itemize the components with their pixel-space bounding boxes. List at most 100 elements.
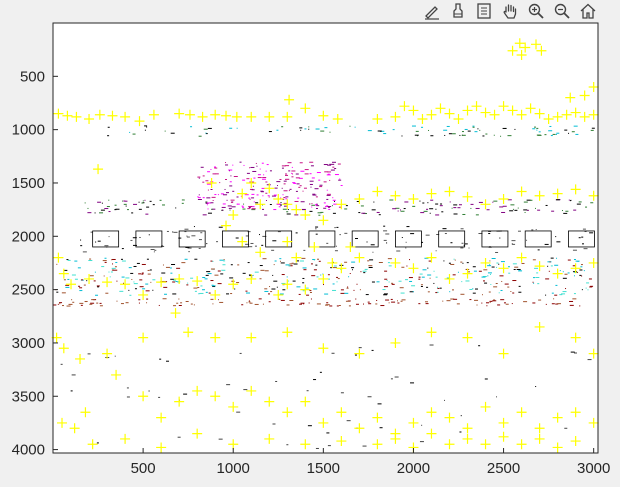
texture-pixel xyxy=(269,170,272,172)
texture-pixel xyxy=(59,303,61,305)
plus-marker xyxy=(183,327,194,338)
plus-marker xyxy=(156,412,167,423)
texture-pixel xyxy=(264,290,269,292)
plus-marker xyxy=(426,327,437,338)
texture-pixel xyxy=(410,382,415,384)
texture-pixel xyxy=(340,292,345,294)
texture-pixel xyxy=(279,178,282,180)
texture-pixel xyxy=(391,301,396,303)
texture-pixel xyxy=(95,294,99,296)
texture-pixel xyxy=(299,162,303,164)
texture-pixel xyxy=(205,201,208,203)
texture-pixel xyxy=(376,211,380,213)
plus-marker xyxy=(408,105,419,116)
texture-pixel xyxy=(412,205,416,207)
zoom-out-button[interactable] xyxy=(550,0,574,22)
texture-pixel xyxy=(104,261,107,263)
texture-pixel xyxy=(499,237,501,239)
texture-pixel xyxy=(230,264,233,266)
texture-pixel xyxy=(246,292,251,294)
y-tick-label: 500 xyxy=(20,68,45,85)
texture-pixel xyxy=(397,302,400,304)
zoom-in-button[interactable] xyxy=(524,0,548,22)
texture-pixel xyxy=(265,181,268,183)
texture-pixel xyxy=(484,378,488,380)
texture-pixel xyxy=(80,245,83,247)
texture-pixel xyxy=(474,299,479,301)
texture-pixel xyxy=(365,294,369,296)
texture-pixel xyxy=(422,202,425,204)
texture-pixel xyxy=(418,276,421,278)
texture-pixel xyxy=(162,298,167,300)
texture-pixel xyxy=(572,249,577,251)
texture-pixel xyxy=(231,206,236,208)
pan-button[interactable] xyxy=(498,0,522,22)
plus-marker xyxy=(552,442,563,453)
texture-pixel xyxy=(79,287,83,289)
texture-pixel xyxy=(126,209,129,211)
texture-window xyxy=(222,230,249,248)
x-tick-label: 1000 xyxy=(217,460,250,477)
data-cursor-button[interactable] xyxy=(446,0,470,22)
plus-marker xyxy=(231,111,242,122)
texture-pixel xyxy=(312,194,317,196)
texture-pixel xyxy=(138,302,140,304)
plus-marker xyxy=(480,257,491,268)
texture-pixel xyxy=(326,189,328,191)
texture-pixel xyxy=(583,270,585,272)
plus-marker xyxy=(408,263,419,274)
plus-marker xyxy=(534,108,545,119)
texture-pixel xyxy=(225,164,229,166)
texture-pixel xyxy=(366,241,368,243)
texture-pixel xyxy=(144,125,148,127)
texture-pixel xyxy=(302,277,305,279)
plus-marker xyxy=(570,184,581,195)
plus-marker xyxy=(507,45,518,56)
export-button[interactable] xyxy=(472,0,496,22)
plus-marker xyxy=(300,209,311,220)
texture-pixel xyxy=(565,288,567,290)
texture-pixel xyxy=(283,197,286,199)
plus-marker xyxy=(579,90,590,101)
texture-pixel xyxy=(573,125,578,127)
texture-pixel xyxy=(131,278,133,280)
texture-window xyxy=(481,230,509,248)
texture-pixel xyxy=(514,266,519,268)
texture-pixel xyxy=(222,264,226,266)
plus-marker xyxy=(300,396,311,407)
texture-pixel xyxy=(286,304,290,306)
texture-pixel xyxy=(534,267,539,269)
texture-pixel xyxy=(219,301,224,303)
texture-pixel xyxy=(261,162,264,164)
texture-pixel xyxy=(150,249,155,251)
texture-pixel xyxy=(387,262,390,264)
texture-pixel xyxy=(187,282,189,284)
texture-pixel xyxy=(114,355,116,357)
y-tick-label: 2000 xyxy=(12,228,45,245)
texture-pixel xyxy=(418,278,421,280)
texture-pixel xyxy=(388,265,392,267)
texture-pixel xyxy=(298,186,301,188)
texture-pixel xyxy=(390,378,393,380)
texture-pixel xyxy=(421,424,423,426)
texture-pixel xyxy=(221,269,226,271)
texture-pixel xyxy=(493,286,498,288)
texture-pixel xyxy=(433,270,435,272)
texture-pixel xyxy=(422,269,427,271)
texture-pixel xyxy=(326,432,330,434)
texture-pixel xyxy=(330,169,335,171)
plus-marker xyxy=(354,423,365,434)
texture-pixel xyxy=(585,206,588,208)
texture-pixel xyxy=(383,286,388,288)
plus-marker xyxy=(444,412,455,423)
texture-pixel xyxy=(460,228,464,230)
texture-pixel xyxy=(435,292,438,294)
texture-pixel xyxy=(249,198,251,200)
home-button[interactable] xyxy=(576,0,600,22)
texture-pixel xyxy=(84,202,86,204)
texture-pixel xyxy=(532,128,536,130)
brush-edit-button[interactable] xyxy=(420,0,444,22)
plus-marker xyxy=(156,277,167,288)
texture-pixel xyxy=(139,279,143,281)
